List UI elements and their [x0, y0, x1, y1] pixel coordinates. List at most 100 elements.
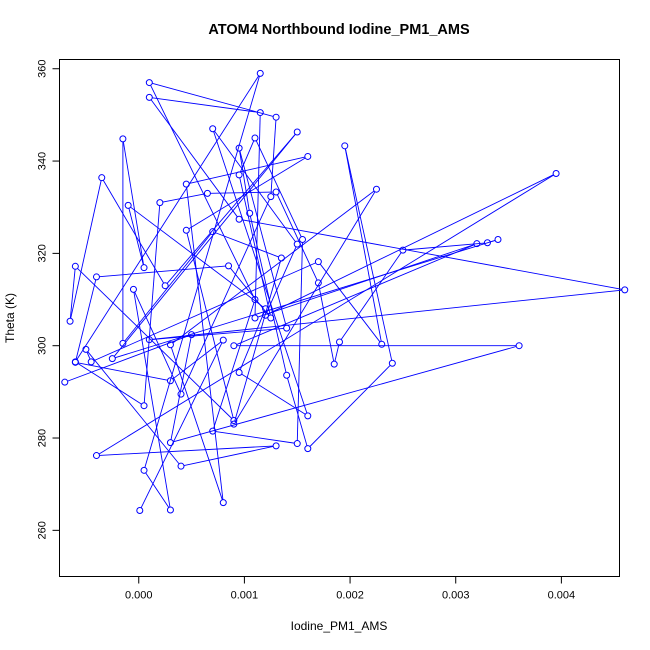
series-line-segment — [93, 262, 316, 362]
series-line-segment — [270, 120, 277, 194]
data-point — [283, 324, 291, 332]
x-tick-label: 0.002 — [336, 590, 364, 602]
data-point — [330, 360, 338, 368]
data-point — [262, 311, 270, 319]
data-point — [304, 445, 312, 453]
series-line-segment — [87, 351, 180, 465]
series-line-segment — [183, 446, 274, 466]
series-line-segment — [144, 76, 260, 468]
series-line-segment — [241, 373, 306, 415]
series-line-segment — [215, 232, 279, 258]
series-line-segment — [254, 115, 261, 316]
series-line-segment — [344, 148, 393, 361]
data-point — [251, 314, 259, 322]
series-line-segment — [186, 233, 234, 418]
series-line-segment — [210, 191, 274, 194]
series-line-segment — [170, 337, 192, 440]
series-line-segment — [344, 148, 382, 342]
data-point — [61, 378, 69, 386]
data-point — [177, 462, 185, 470]
series-line-segment — [255, 140, 302, 238]
data-point — [188, 331, 196, 339]
data-point — [82, 345, 90, 353]
data-point — [209, 125, 217, 133]
data-point — [552, 170, 560, 178]
series-line-segment — [69, 269, 76, 319]
series-line-segment — [77, 268, 233, 419]
data-point — [161, 282, 169, 290]
data-point — [166, 439, 174, 447]
data-point — [272, 442, 280, 450]
series-line-segment — [133, 292, 171, 508]
data-point — [145, 336, 153, 344]
data-point — [166, 341, 174, 349]
series-line-segment — [239, 177, 271, 316]
data-point — [177, 390, 185, 398]
series-line-segment — [77, 363, 142, 405]
y-axis-label: Theta (K) — [3, 293, 17, 343]
series-line-segment — [405, 242, 485, 251]
data-point — [251, 134, 259, 142]
data-point — [166, 506, 174, 514]
y-tick-label: 260 — [37, 521, 49, 539]
series-line-segment — [172, 190, 375, 344]
series-line-segment — [70, 180, 102, 319]
series-line-segment — [287, 377, 308, 446]
data-point — [272, 113, 280, 121]
y-tick-label: 360 — [37, 60, 49, 78]
data-point — [267, 314, 275, 322]
data-point — [314, 258, 322, 266]
series-line-segment — [276, 194, 318, 281]
series-points — [61, 69, 629, 514]
data-point — [140, 402, 148, 410]
data-point — [246, 209, 254, 217]
series-line-segment — [130, 206, 264, 308]
y-axis: 260 280 300 320 340 360 — [37, 60, 60, 540]
series-line-segment — [152, 289, 622, 340]
chart-title: ATOM4 Northbound Iodine_PM1_AMS — [208, 22, 470, 38]
data-point — [140, 264, 148, 272]
x-tick-label: 0.000 — [125, 590, 153, 602]
series-line-segment — [249, 216, 287, 373]
series-line-segment — [214, 130, 296, 242]
series-line-segment — [113, 134, 296, 357]
series-line-segment — [102, 180, 165, 284]
series-line-segment — [318, 285, 335, 362]
series-line-segment — [143, 205, 161, 403]
data-point — [145, 79, 153, 87]
x-tick-label: 0.003 — [442, 590, 470, 602]
series-line-segment — [173, 346, 517, 443]
series-line-segment — [78, 362, 168, 381]
data-point — [136, 506, 144, 514]
data-point — [378, 340, 386, 348]
data-point — [71, 262, 79, 270]
y-tick-label: 300 — [37, 337, 49, 355]
data-point — [304, 152, 312, 160]
series-line-segment — [86, 351, 91, 360]
data-point — [92, 273, 100, 281]
data-point — [98, 174, 106, 182]
x-tick-label: 0.004 — [548, 590, 576, 602]
data-point — [219, 336, 227, 344]
series-line-segment — [122, 141, 144, 265]
x-tick-label: 0.001 — [231, 590, 259, 602]
series-line-segment — [188, 157, 306, 230]
data-point — [235, 171, 243, 179]
y-tick-label: 280 — [37, 429, 49, 447]
data-point — [129, 285, 137, 293]
series-line-segment — [172, 341, 222, 380]
data-point — [108, 355, 116, 363]
series-line-segment — [234, 260, 281, 422]
series-line-segment — [67, 335, 189, 382]
series-line-segment — [257, 244, 475, 318]
data-point — [515, 342, 523, 350]
data-point — [272, 188, 280, 196]
y-tick-label: 340 — [37, 152, 49, 170]
data-point — [267, 193, 275, 201]
series-line-segment — [334, 344, 340, 362]
data-point — [156, 199, 164, 207]
data-point — [219, 499, 227, 507]
series-line-segment — [236, 244, 475, 345]
series-line-segment — [76, 75, 260, 360]
data-point — [388, 359, 396, 367]
